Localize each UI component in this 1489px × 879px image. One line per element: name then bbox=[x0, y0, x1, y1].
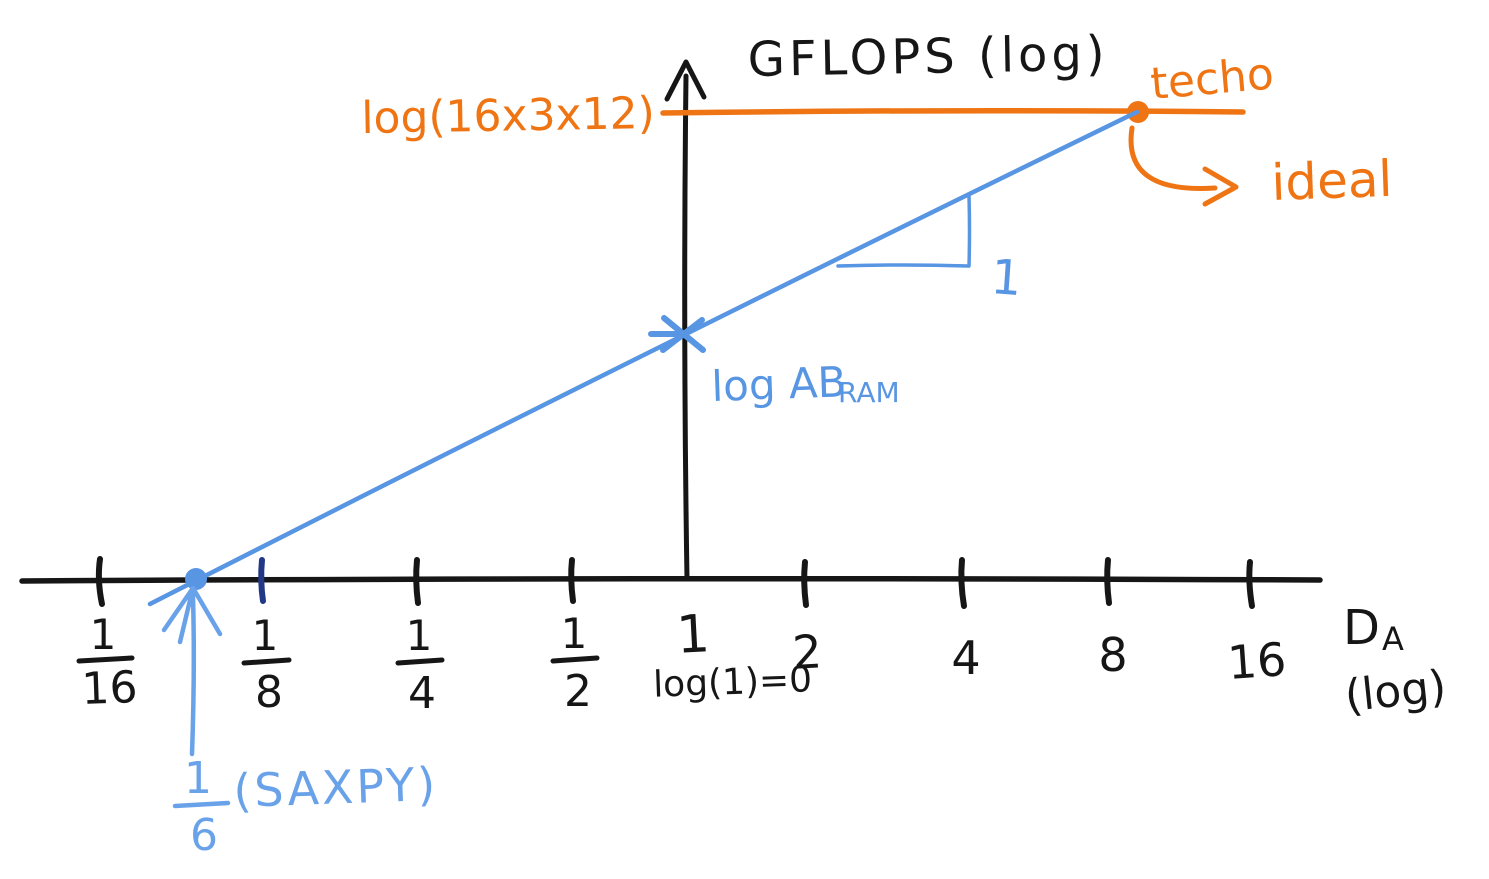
fraction-denominator: 4 bbox=[408, 668, 436, 719]
fraction-bar bbox=[76, 655, 135, 664]
saxpy-label: (SAXPY) bbox=[232, 757, 439, 818]
y-axis-arrowhead-icon bbox=[664, 59, 707, 102]
x-axis-title-scale: (log) bbox=[1342, 661, 1448, 722]
roofline-slope-line bbox=[147, 109, 1140, 607]
x-tick-2 bbox=[801, 559, 809, 608]
x-axis-title-subscript: A bbox=[1382, 620, 1404, 658]
x-tick-label-2: 2 bbox=[791, 624, 823, 679]
x-tick-1-8 bbox=[258, 557, 266, 604]
x-tick-16 bbox=[1246, 559, 1255, 609]
axis-crossing-x-marker-icon bbox=[648, 315, 706, 353]
ab-ram-label-main: log AB bbox=[711, 357, 848, 411]
x-tick-label-4: 4 bbox=[951, 631, 980, 685]
ideal-label: ideal bbox=[1270, 150, 1393, 212]
x-tick-label-1-16: 1 16 bbox=[76, 610, 139, 715]
x-tick-1-4 bbox=[413, 557, 421, 606]
ideal-arrowhead-icon bbox=[1202, 166, 1239, 207]
saxpy-fraction: 1 6 bbox=[172, 753, 231, 861]
fraction-numerator: 1 bbox=[252, 611, 279, 660]
fraction-bar bbox=[395, 657, 445, 666]
slope-triangle-rise bbox=[967, 194, 972, 268]
x-tick-4 bbox=[958, 557, 967, 609]
x-axis-title: D A (log) bbox=[1342, 600, 1448, 722]
x-tick-label-1-8: 1 8 bbox=[241, 611, 292, 718]
x-tick-label-1-4: 1 4 bbox=[395, 611, 445, 719]
saxpy-arrow bbox=[189, 593, 197, 757]
fraction-denominator: 6 bbox=[190, 810, 218, 861]
ideal-arrow bbox=[1128, 125, 1218, 191]
x-axis-title-main: D bbox=[1343, 600, 1380, 656]
slope-triangle-run bbox=[836, 263, 970, 268]
fraction-numerator: 1 bbox=[90, 610, 117, 659]
slope-label: 1 bbox=[989, 249, 1023, 307]
fraction-bar bbox=[241, 657, 292, 666]
ab-ram-label: log AB RAM bbox=[711, 357, 900, 411]
fraction-denominator: 2 bbox=[564, 666, 592, 717]
fraction-numerator: 1 bbox=[406, 611, 433, 660]
x-tick-1-2 bbox=[568, 557, 576, 604]
saxpy-dot bbox=[185, 568, 207, 590]
fraction-bar bbox=[172, 800, 231, 809]
techo-label: techo bbox=[1149, 48, 1276, 110]
x-tick-label-1-2: 1 2 bbox=[550, 609, 600, 717]
fraction-numerator: 1 bbox=[184, 753, 212, 804]
ceiling-line bbox=[660, 107, 1246, 116]
x-tick-label-1: 1 bbox=[675, 604, 711, 666]
y-axis-line bbox=[682, 73, 690, 582]
x-tick-label-8: 8 bbox=[1098, 628, 1127, 682]
fraction-numerator: 1 bbox=[561, 609, 588, 658]
fraction-bar bbox=[550, 655, 600, 664]
ab-ram-label-subscript: RAM bbox=[838, 376, 900, 409]
ceiling-value-label: log(16x3x12) bbox=[361, 88, 655, 144]
x-tick-8 bbox=[1104, 557, 1112, 606]
x-axis-line bbox=[19, 575, 1323, 584]
fraction-denominator: 8 bbox=[255, 667, 283, 718]
origin-note: log(1)=0 bbox=[652, 659, 812, 706]
saxpy-arrowhead-icon bbox=[161, 585, 223, 645]
x-tick-1-16 bbox=[95, 556, 105, 607]
fraction-denominator: 16 bbox=[81, 662, 139, 715]
y-axis-title: GFLOPS (log) bbox=[747, 26, 1109, 88]
x-tick-label-16: 16 bbox=[1226, 632, 1288, 690]
